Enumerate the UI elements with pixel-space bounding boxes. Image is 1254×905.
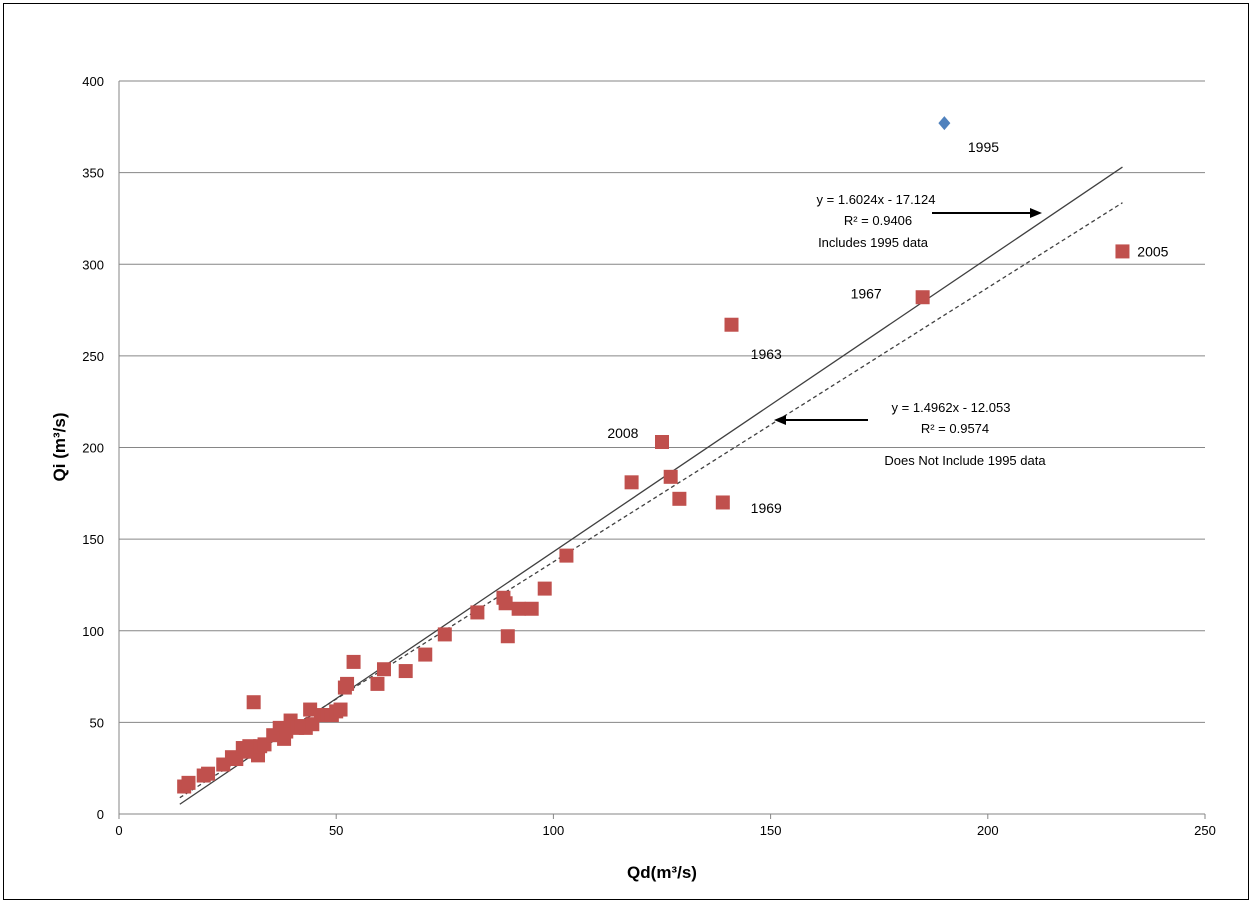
data-point-square: [559, 548, 574, 563]
y-tick-label: 250: [82, 349, 104, 364]
arrow-right-head-icon: [1030, 208, 1042, 218]
point-label: 1963: [751, 346, 782, 362]
data-point-square: [346, 654, 361, 669]
point-label: 1969: [751, 500, 782, 516]
data-point-square: [724, 317, 739, 332]
data-point-square: [663, 469, 678, 484]
data-point-square: [246, 695, 261, 710]
data-point-square: [201, 766, 216, 781]
point-labels: 1995 2005 1967 1963 2008 1969: [607, 139, 1168, 516]
trendline-1-note: Includes 1995 data: [818, 235, 929, 250]
trendline-annotation-excludes-1995: y = 1.4962x - 12.053 R² = 0.9574 Does No…: [774, 400, 1046, 468]
data-point-square: [1115, 244, 1130, 259]
chart-frame: [3, 3, 1249, 900]
data-point-square: [511, 601, 526, 616]
data-point-square: [624, 475, 639, 490]
y-tick-label: 150: [82, 532, 104, 547]
y-tick-label: 300: [82, 257, 104, 272]
x-tick-label: 0: [115, 823, 122, 838]
trendline-1-equation: y = 1.6024x - 17.124: [817, 192, 936, 207]
trendline-dashed: [179, 202, 1123, 799]
x-tick-label: 50: [329, 823, 343, 838]
data-point-square: [303, 702, 318, 717]
arrow-left-head-icon: [774, 415, 786, 425]
data-point-diamond: [938, 116, 951, 131]
y-tick-label: 200: [82, 441, 104, 456]
x-axis-title: Qd(m³/s): [627, 863, 697, 882]
trendline-2-note: Does Not Include 1995 data: [884, 453, 1046, 468]
data-points: [177, 116, 1130, 794]
data-point-square: [333, 702, 348, 717]
gridlines: [119, 80, 1205, 723]
data-point-square: [437, 627, 452, 642]
point-label: 1967: [851, 286, 882, 302]
data-point-square: [376, 662, 391, 677]
trendline-1-r2: R² = 0.9406: [844, 213, 912, 228]
x-tick-label: 200: [977, 823, 999, 838]
y-tick-label: 400: [82, 74, 104, 89]
y-tick-label: 350: [82, 166, 104, 181]
point-label: 1995: [968, 139, 999, 155]
data-point-square: [279, 724, 294, 739]
data-point-square: [498, 596, 513, 611]
data-point-square: [181, 775, 196, 790]
point-label: 2005: [1137, 243, 1168, 259]
data-point-square: [524, 601, 539, 616]
y-tick-label: 0: [97, 807, 104, 822]
data-point-square: [340, 676, 355, 691]
trendlines: [179, 166, 1123, 805]
data-point-square: [672, 491, 687, 506]
trendline-annotation-includes-1995: y = 1.6024x - 17.124 R² = 0.9406 Include…: [817, 192, 1042, 250]
axes: 0 50 100 150 200 250 300 350 400 0 50 100 150 200 250: [82, 74, 1216, 838]
data-point-square: [537, 581, 552, 596]
x-tick-label: 100: [543, 823, 565, 838]
data-point-square: [655, 435, 669, 450]
data-point-square: [715, 495, 730, 510]
trendline-2-r2: R² = 0.9574: [921, 421, 989, 436]
trendline-2-equation: y = 1.4962x - 12.053: [892, 400, 1011, 415]
x-tick-label: 150: [760, 823, 782, 838]
data-point-square: [500, 629, 515, 644]
data-point-square: [229, 752, 244, 767]
data-point-square: [470, 605, 485, 620]
data-point-square: [418, 647, 433, 662]
y-axis-title: Qi (m³/s): [50, 413, 69, 482]
point-label: 2008: [607, 425, 638, 441]
trendline-solid: [179, 166, 1123, 805]
data-point-square: [398, 664, 413, 679]
y-tick-label: 100: [82, 624, 104, 639]
x-tick-label: 250: [1194, 823, 1216, 838]
data-point-square: [370, 676, 385, 691]
data-point-square: [915, 290, 930, 305]
y-tick-label: 50: [90, 715, 104, 730]
